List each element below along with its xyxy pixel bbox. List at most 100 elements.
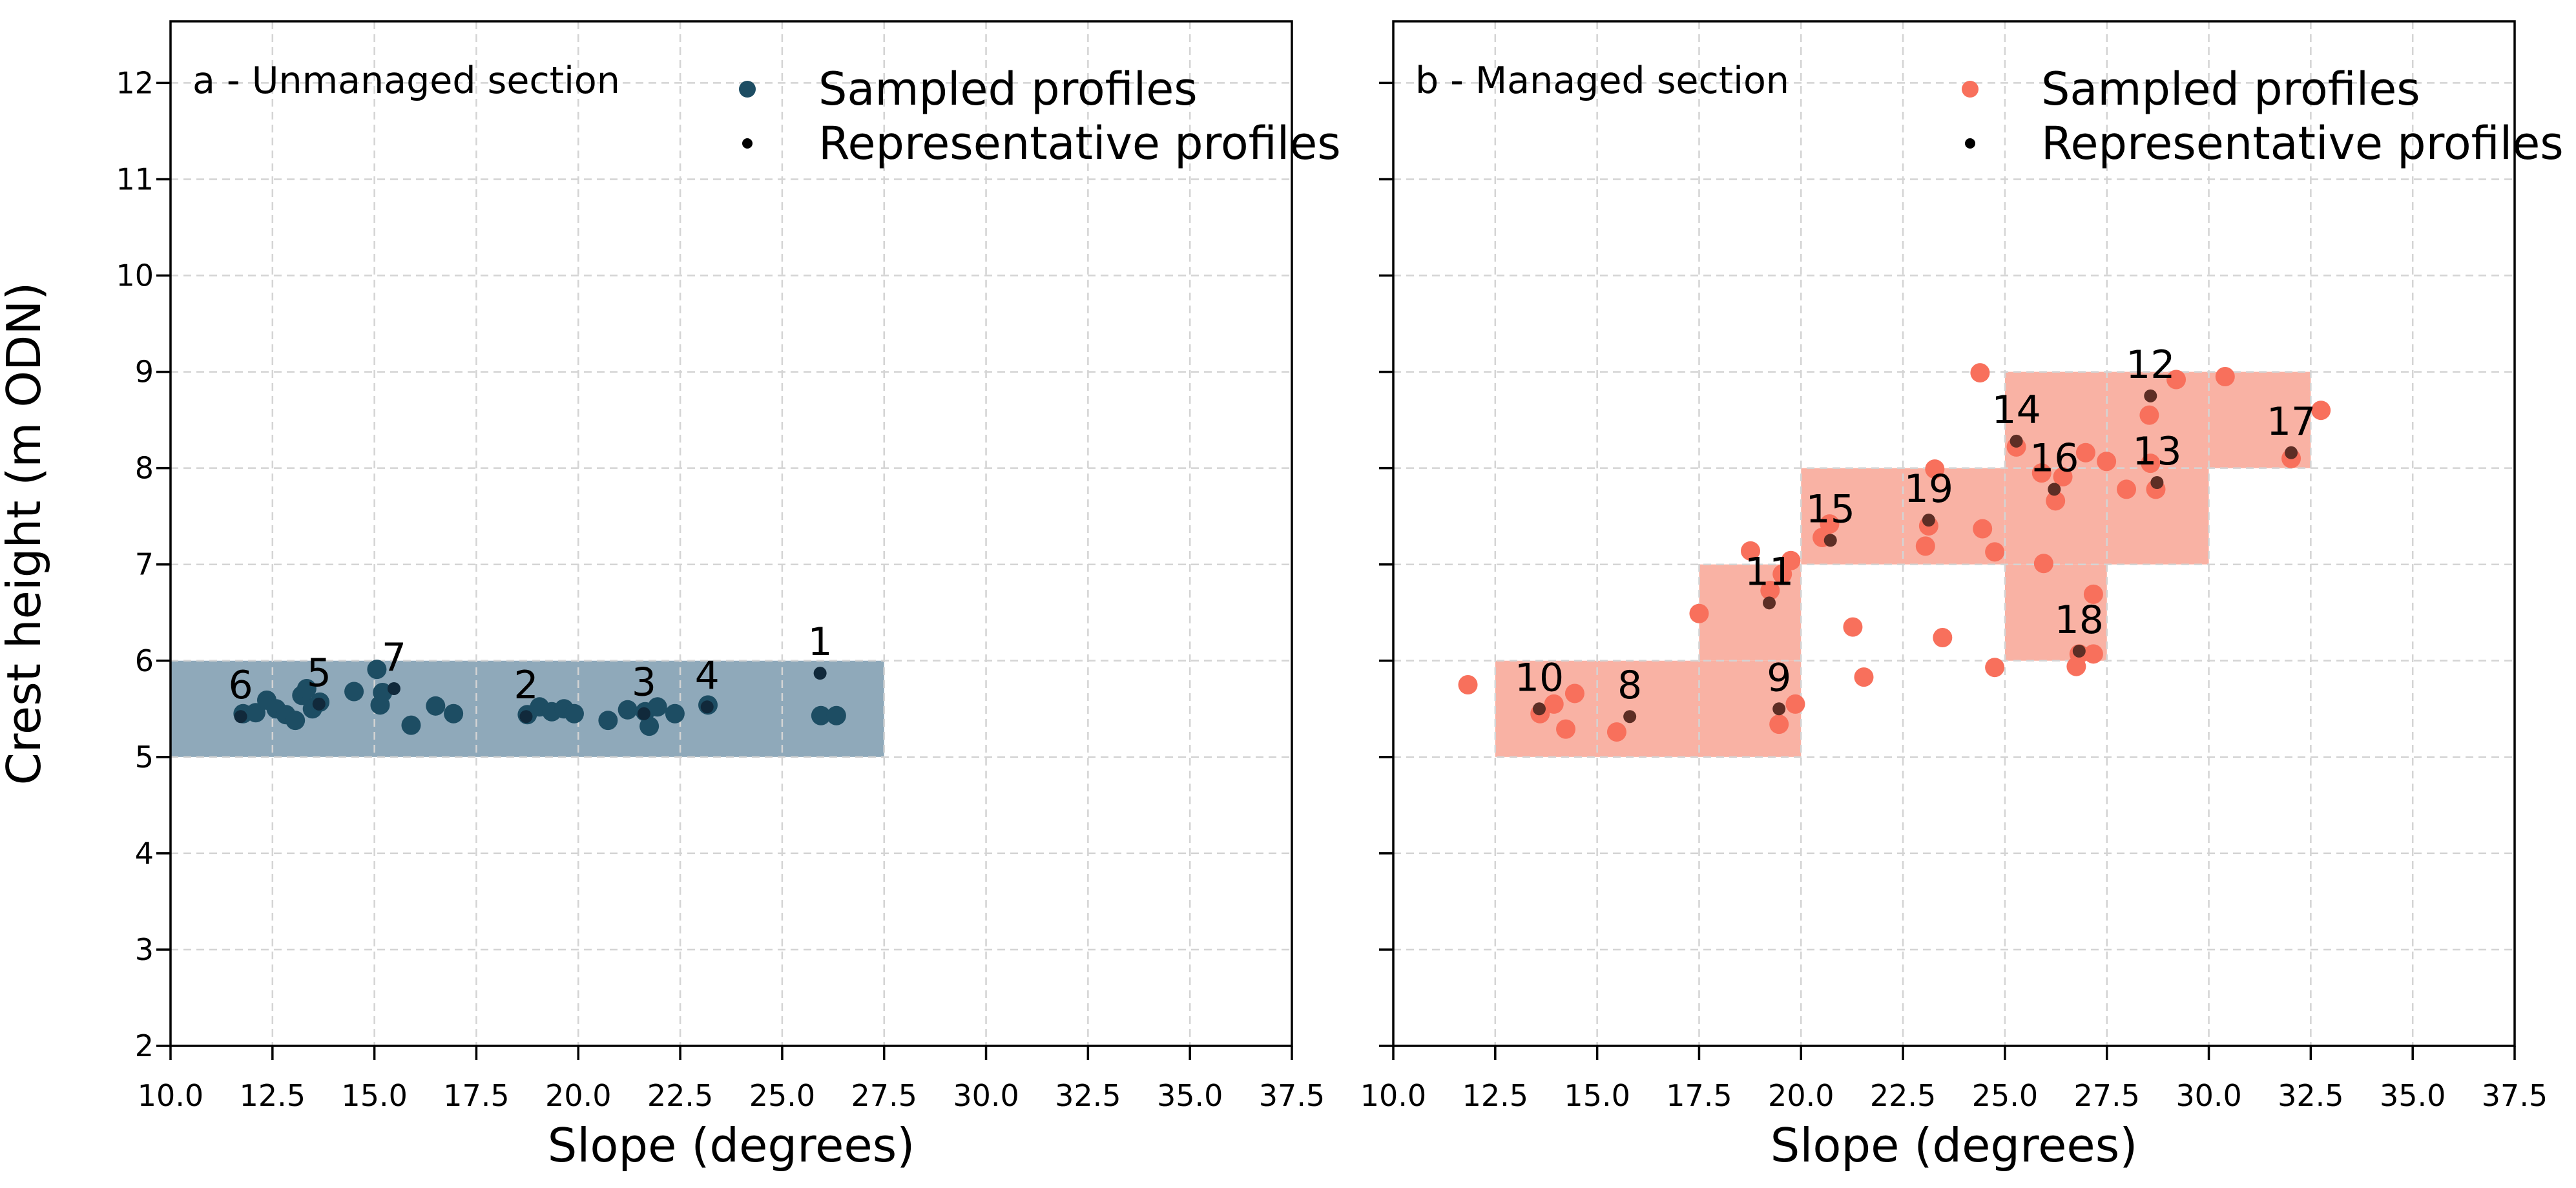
point-label: 4	[695, 653, 720, 698]
plot-area	[171, 21, 1292, 1046]
representative-point	[813, 667, 827, 680]
sampled-point	[598, 711, 618, 731]
x-tick-label: 22.5	[647, 1078, 713, 1113]
x-tick-label: 30.0	[2176, 1078, 2241, 1113]
sampled-point	[1606, 722, 1626, 742]
point-label: 18	[2055, 598, 2104, 643]
legend-sampled-dot	[1962, 81, 1979, 98]
representative-point	[2285, 446, 2298, 459]
panel-title: b - Managed section	[1415, 59, 1789, 102]
point-label: 5	[307, 651, 331, 696]
sampled-point	[1933, 627, 1953, 647]
sampled-point	[811, 705, 831, 725]
point-label: 12	[2126, 342, 2175, 388]
representative-point	[2010, 434, 2023, 448]
legend-representative-dot	[742, 138, 753, 149]
y-tick-label: 7	[135, 547, 154, 582]
sampled-point	[2083, 644, 2103, 664]
sampled-point	[1556, 719, 1576, 739]
x-tick-label: 32.5	[2278, 1078, 2343, 1113]
sampled-point	[1689, 603, 1709, 623]
point-label: 13	[2132, 429, 2181, 474]
x-tick-label: 37.5	[2482, 1078, 2548, 1113]
sampled-point	[426, 696, 446, 716]
point-label: 7	[382, 635, 406, 680]
sampled-point	[1785, 694, 1805, 714]
representative-point	[1823, 534, 1837, 547]
sampled-point	[1970, 363, 1990, 383]
x-axis-label: Slope (degrees)	[1771, 1118, 2138, 1172]
sampled-point	[2097, 452, 2117, 472]
x-tick-label: 12.5	[1462, 1078, 1528, 1113]
x-tick-label: 17.5	[1666, 1078, 1732, 1113]
sampled-point	[2033, 554, 2053, 574]
sampled-point	[1915, 536, 1935, 556]
representative-point	[1532, 702, 1546, 716]
x-tick-label: 35.0	[1157, 1078, 1223, 1113]
sampled-point	[2139, 405, 2159, 425]
sampled-point	[618, 700, 638, 720]
sampled-point	[2166, 370, 2186, 390]
y-tick-label: 9	[135, 355, 154, 390]
sampled-point	[1458, 675, 1478, 695]
panel-title: a - Unmanaged section	[192, 59, 620, 102]
sampled-point	[1544, 694, 1564, 714]
sampled-point	[1843, 617, 1863, 637]
plot-box	[1392, 20, 2516, 1047]
sampled-point	[367, 660, 387, 680]
sampled-point	[2046, 491, 2066, 511]
x-tick-label: 20.0	[545, 1078, 611, 1113]
sampled-point	[2075, 443, 2095, 463]
legend-label: Sampled profiles	[818, 63, 1198, 116]
sampled-point	[2215, 367, 2235, 387]
panel-a: 10.0 12.5 15.0 17.5 20.0 22.5 25.0 27.5 30.0 32.5…	[116, 20, 1341, 1172]
sampled-point	[373, 682, 393, 702]
x-tick-label: 10.0	[1360, 1078, 1426, 1113]
point-label: 15	[1806, 486, 1855, 532]
representative-point	[387, 682, 400, 695]
y-tick-label: 6	[135, 643, 154, 678]
x-tick-label: 15.0	[341, 1078, 407, 1113]
representative-point	[2144, 389, 2157, 402]
x-tick-label: 25.0	[749, 1078, 815, 1113]
sampled-point	[2117, 479, 2137, 499]
representative-point	[1922, 514, 1935, 527]
point-label: 1	[808, 620, 833, 665]
sampled-point	[1781, 550, 1801, 570]
x-tick-label: 25.0	[1972, 1078, 2038, 1113]
point-label: 11	[1745, 549, 1794, 594]
y-tick-label: 12	[116, 65, 154, 100]
sampled-point	[665, 703, 685, 724]
sampled-point	[344, 682, 364, 702]
sampled-point	[296, 678, 317, 698]
sampled-point	[647, 697, 667, 717]
point-label: 8	[1617, 663, 1642, 708]
representative-point	[1772, 702, 1786, 716]
sampled-point	[1985, 658, 2005, 678]
y-tick-label: 8	[135, 451, 154, 486]
x-tick-label: 10.0	[138, 1078, 203, 1113]
sampled-point	[2083, 584, 2103, 604]
x-tick-label: 27.5	[851, 1078, 917, 1113]
sampled-point	[444, 703, 464, 724]
legend-label: Representative profiles	[818, 117, 1341, 170]
legend-label: Sampled profiles	[2041, 63, 2420, 116]
representative-point	[234, 710, 247, 724]
sampled-point	[1925, 459, 1945, 479]
x-tick-label: 12.5	[240, 1078, 306, 1113]
representative-point	[2150, 475, 2164, 489]
x-tick-label: 32.5	[1055, 1078, 1121, 1113]
point-label: 17	[2267, 399, 2316, 444]
y-tick-label: 3	[135, 932, 154, 967]
point-label: 14	[1991, 388, 2041, 433]
sampled-point	[2311, 401, 2331, 421]
sampled-point	[1854, 667, 1874, 687]
legend-label: Representative profiles	[2041, 117, 2564, 170]
panel-b: 10.0 12.5 15.0 17.5 20.0 22.5 25.0 27.5 30.0 32.5…	[1360, 20, 2564, 1172]
representative-point	[519, 710, 533, 724]
y-tick-label: 4	[135, 836, 154, 871]
sampled-point	[2053, 467, 2073, 487]
point-label: 6	[228, 663, 253, 708]
sampled-point	[2031, 463, 2051, 483]
